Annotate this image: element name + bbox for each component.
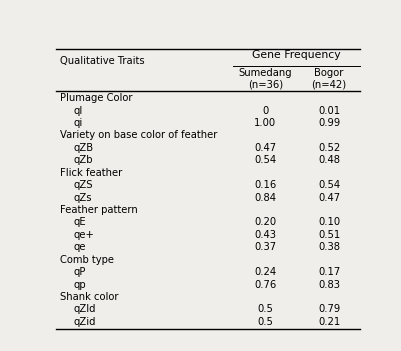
Text: 0.5: 0.5	[257, 305, 272, 314]
Text: Comb type: Comb type	[59, 255, 113, 265]
Text: 0.38: 0.38	[317, 242, 339, 252]
Text: 0.16: 0.16	[253, 180, 275, 190]
Text: Gene Frequency: Gene Frequency	[251, 50, 340, 60]
Text: qe: qe	[73, 242, 86, 252]
Text: Variety on base color of feather: Variety on base color of feather	[59, 131, 217, 140]
Text: 0.20: 0.20	[253, 218, 275, 227]
Text: 0.83: 0.83	[317, 280, 339, 290]
Text: Sumedang
(n=36): Sumedang (n=36)	[238, 68, 291, 90]
Text: qZid: qZid	[73, 317, 96, 327]
Text: 0.54: 0.54	[253, 155, 275, 165]
Text: Shank color: Shank color	[59, 292, 118, 302]
Text: 0.79: 0.79	[317, 305, 339, 314]
Text: 0.47: 0.47	[317, 193, 339, 203]
Text: 0.54: 0.54	[317, 180, 339, 190]
Text: 0.84: 0.84	[253, 193, 275, 203]
Text: 0.51: 0.51	[317, 230, 339, 240]
Text: qe+: qe+	[73, 230, 94, 240]
Text: 0.76: 0.76	[253, 280, 275, 290]
Text: qi: qi	[73, 118, 83, 128]
Text: 0: 0	[261, 106, 268, 115]
Text: 0.52: 0.52	[317, 143, 339, 153]
Text: 0.10: 0.10	[317, 218, 339, 227]
Text: qp: qp	[73, 280, 86, 290]
Text: 0.43: 0.43	[253, 230, 275, 240]
Text: qZb: qZb	[73, 155, 93, 165]
Text: Qualitative Traits: Qualitative Traits	[59, 56, 144, 66]
Text: Plumage Color: Plumage Color	[59, 93, 132, 103]
Text: 0.47: 0.47	[253, 143, 275, 153]
Text: 1.00: 1.00	[253, 118, 275, 128]
Text: 0.48: 0.48	[317, 155, 339, 165]
Text: 0.99: 0.99	[317, 118, 339, 128]
Text: qZs: qZs	[73, 193, 92, 203]
Text: Feather pattern: Feather pattern	[59, 205, 137, 215]
Text: 0.17: 0.17	[317, 267, 339, 277]
Text: 0.24: 0.24	[253, 267, 275, 277]
Text: qZId: qZId	[73, 305, 96, 314]
Text: 0.37: 0.37	[253, 242, 275, 252]
Text: qP: qP	[73, 267, 86, 277]
Text: qE: qE	[73, 218, 86, 227]
Text: 0.21: 0.21	[317, 317, 339, 327]
Text: qZB: qZB	[73, 143, 93, 153]
Text: Bogor
(n=42): Bogor (n=42)	[311, 68, 346, 90]
Text: 0.01: 0.01	[317, 106, 339, 115]
Text: 0.5: 0.5	[257, 317, 272, 327]
Text: qZS: qZS	[73, 180, 93, 190]
Text: Flick feather: Flick feather	[59, 168, 122, 178]
Text: qI: qI	[73, 106, 83, 115]
